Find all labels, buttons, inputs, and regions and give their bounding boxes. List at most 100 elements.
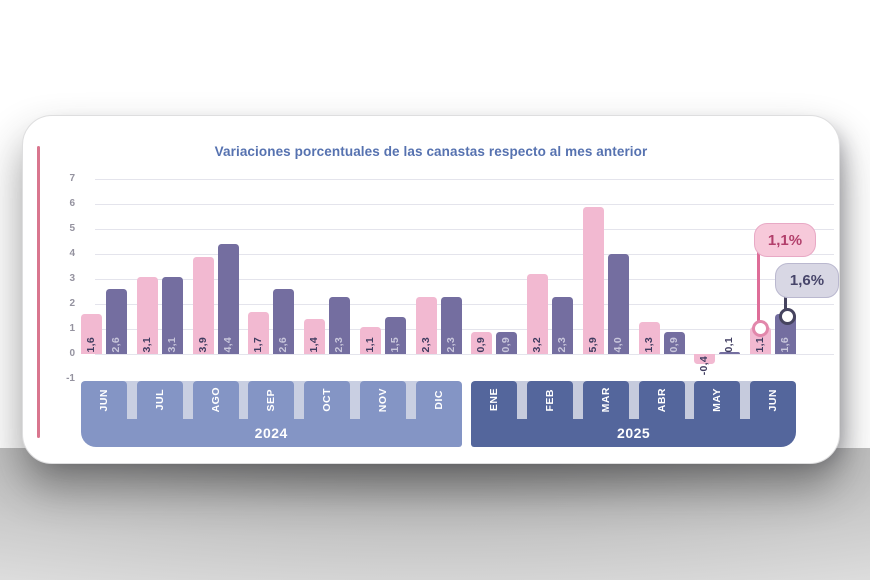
bar-serie-rosa (471, 331, 493, 354)
gridlines (81, 179, 834, 355)
bar-value-label: 3,1 (165, 336, 178, 353)
month-tab-nov: NOV (359, 381, 406, 419)
y-axis-tick: 7 (69, 173, 75, 184)
month-tab-may: MAY (694, 381, 741, 419)
year-group-2024: JUN JUL AGO SEP OCT NOV DIC 2024 (81, 381, 462, 447)
month-group-ago-2: 3,9 4,4 (192, 179, 239, 354)
gridline (95, 254, 834, 255)
bar-value-label: 0,9 (500, 336, 513, 353)
gridline (95, 204, 834, 205)
month-tab-label: SEP (265, 388, 278, 412)
month-tab-label: ENE (488, 388, 501, 412)
bar-serie-violeta (663, 331, 685, 354)
bar-value-label: 1,7 (252, 336, 265, 353)
bar-serie-violeta (106, 289, 127, 354)
bar-value-label: 1,5 (388, 336, 401, 353)
month-group-abr-10: 1,3 0,9 (638, 179, 685, 354)
bar-value-label: 3,9 (196, 336, 209, 353)
gridline (95, 329, 834, 330)
bar-serie-rosa (192, 256, 214, 354)
x-axis-band: JUN JUL AGO SEP OCT NOV DIC 2024 ENE FEB MAR ABR M… (81, 381, 796, 447)
page-shadow-background (0, 448, 870, 580)
month-tabs-2025: ENE FEB MAR ABR MAY JUN (471, 381, 796, 419)
marker-circle-pink (752, 320, 769, 337)
bar-serie-violeta (552, 296, 573, 354)
month-tab-label: JUN (98, 388, 110, 412)
month-tab-jul: JUL (136, 381, 183, 419)
bar-serie-violeta (719, 351, 741, 354)
bar-value-label: 1,3 (642, 336, 655, 353)
month-group-jun-0: 1,6 2,6 (81, 179, 127, 354)
month-tab-jun: JUN (750, 381, 796, 419)
month-tab-label: JUL (153, 389, 166, 411)
bar-value-label: 2,6 (110, 336, 122, 353)
bar-serie-violeta (496, 331, 518, 354)
bar-value-label: 2,6 (277, 336, 290, 353)
bar-serie-rosa (415, 296, 437, 354)
month-tab-label: MAR (599, 387, 612, 413)
bar-serie-rosa (582, 206, 604, 354)
bar-value-label: 2,3 (556, 336, 568, 353)
bar-value-label: 3,2 (531, 336, 543, 353)
year-group-2025: ENE FEB MAR ABR MAY JUN 2025 (471, 381, 796, 447)
month-tab-dic: DIC (415, 381, 462, 419)
bar-serie-rosa (248, 311, 270, 354)
bar-value-label: 2,3 (419, 336, 432, 353)
bar-serie-violeta (273, 289, 295, 354)
month-tab-label: JUN (767, 388, 779, 412)
y-axis-tick: 1 (69, 323, 75, 334)
chart-title: Variaciones porcentuales de las canastas… (214, 144, 648, 159)
y-axis-tick: 3 (69, 273, 75, 284)
bar-value-label: 5,9 (586, 336, 599, 353)
month-tab-label: NOV (376, 387, 389, 413)
month-group-oct-4: 1,4 2,3 (304, 179, 350, 354)
bar-serie-rosa (304, 319, 325, 354)
gridline (95, 229, 834, 230)
bar-value-label: 1,6 (779, 336, 791, 353)
bar-value-label: 0,9 (667, 336, 680, 353)
bar-value-label: 2,3 (333, 336, 345, 353)
callout-pill-navy: 1,6% (775, 263, 839, 298)
bar-serie-rosa (81, 314, 102, 354)
month-tab-label: MAY (711, 388, 724, 412)
bar-value-label: 1,1 (754, 336, 766, 353)
bar-value-label: 3,1 (140, 336, 153, 353)
gridline (95, 279, 834, 280)
month-group-jul-1: 3,1 3,1 (136, 179, 183, 354)
year-label-2024: 2024 (81, 419, 462, 447)
month-tab-ene: ENE (471, 381, 518, 419)
bar-value-label: 4,0 (611, 336, 624, 353)
month-group-dic-6: 2,3 2,3 (415, 179, 462, 354)
y-axis-tick: 2 (69, 298, 75, 309)
bar-serie-violeta (217, 244, 239, 354)
month-group-mar-9: 5,9 4,0 (582, 179, 629, 354)
bar-value-label: 0,1 (723, 336, 736, 353)
bar-value-label: 2,3 (444, 336, 457, 353)
month-tab-label: OCT (321, 388, 333, 412)
month-group-ene-7: 0,9 0,9 (471, 179, 518, 354)
bar-value-label: 1,1 (363, 336, 376, 353)
month-tab-jun: JUN (81, 381, 127, 419)
bar-value-label: 0,9 (475, 336, 488, 353)
month-tab-ago: AGO (192, 381, 239, 419)
month-tabs-2024: JUN JUL AGO SEP OCT NOV DIC (81, 381, 462, 419)
bar-value-label: -0,4 (698, 356, 711, 376)
month-tab-sep: SEP (248, 381, 295, 419)
gridline (95, 179, 834, 180)
month-group-nov-5: 1,1 1,5 (359, 179, 406, 354)
y-axis-tick: 5 (69, 223, 75, 234)
month-tab-feb: FEB (527, 381, 573, 419)
y-axis-tick: 0 (69, 348, 75, 359)
bar-serie-rosa (638, 321, 660, 354)
month-tab-label: DIC (432, 390, 445, 410)
month-tab-label: ABR (655, 387, 668, 413)
month-group-sep-3: 1,7 2,6 (248, 179, 295, 354)
plot: 1,6 2,6 3,1 3,1 3,9 4,4 1,7 2,6 1,4 2,3 1,1 1,5 2,3 2… (81, 179, 796, 375)
bar-serie-violeta (384, 316, 406, 354)
month-tab-mar: MAR (582, 381, 629, 419)
bar-value-label: 1,4 (308, 336, 320, 353)
y-axis-tick: 6 (69, 198, 75, 209)
gridline (95, 304, 834, 305)
month-tab-label: AGO (209, 387, 222, 413)
month-tab-label: FEB (544, 388, 556, 412)
